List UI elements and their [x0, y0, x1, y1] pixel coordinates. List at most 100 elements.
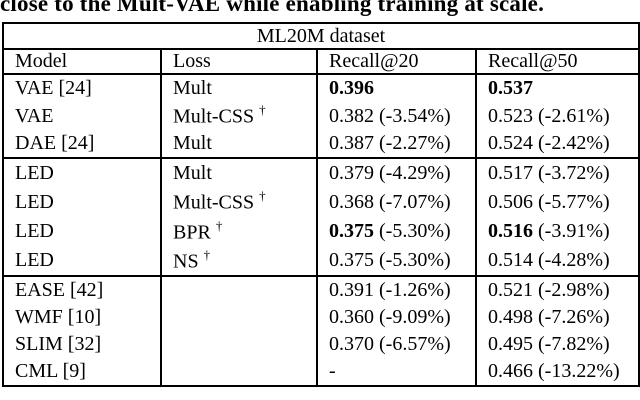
metric-value: 0.517: [488, 161, 533, 184]
table-row: WMF [10] 0.360 (-9.09%) 0.498 (-7.26%): [2, 303, 640, 331]
cell-recall50: 0.498 (-7.26%): [475, 303, 640, 331]
cell-loss: Mult: [160, 74, 318, 102]
metric-delta: (-3.91%): [533, 220, 610, 243]
cell-recall20: -: [316, 358, 477, 387]
metric-delta: (-5.30%): [374, 220, 451, 243]
cell-model: DAE [24]: [2, 130, 162, 159]
loss-label: Mult: [173, 77, 212, 99]
loss-label: NS: [173, 250, 199, 273]
metric-delta: (-4.28%): [533, 249, 610, 272]
dagger-icon: †: [215, 217, 223, 233]
cell-model: VAE: [2, 102, 162, 130]
cell-loss: BPR †: [160, 217, 318, 247]
metric-delta: (-1.26%): [374, 278, 451, 301]
metric-delta: (-2.98%): [533, 278, 610, 301]
metric-delta: (-7.82%): [533, 333, 610, 356]
cell-recall50: 0.537: [475, 74, 640, 102]
cell-loss: [160, 331, 318, 359]
col-header-recall50: Recall@50: [475, 49, 640, 75]
cell-recall50: 0.524 (-2.42%): [475, 130, 640, 159]
results-table: ML20M dataset Model Loss Recall@20 Recal…: [2, 22, 640, 387]
cell-recall20: 0.387 (-2.27%): [316, 130, 477, 159]
metric-value: 0.516: [488, 220, 533, 243]
metric-value: 0.506: [488, 190, 533, 213]
metric-delta: (-6.57%): [374, 333, 451, 356]
metric-value: 0.396: [329, 77, 374, 99]
cell-loss: [160, 358, 318, 387]
metric-delta: (-2.42%): [533, 132, 610, 154]
caption-text: close to the Mult-VAE while enabling tra…: [0, 0, 545, 16]
metric-value: 0.524: [488, 132, 533, 154]
metric-delta: (-3.54%): [374, 104, 451, 127]
metric-value: 0.495: [488, 333, 533, 356]
cell-recall20: 0.370 (-6.57%): [316, 331, 477, 359]
cell-loss: Mult: [160, 130, 318, 159]
cell-model: VAE [24]: [2, 74, 162, 102]
table-row: VAE Mult-CSS † 0.382 (-3.54%) 0.523 (-2.61%): [2, 102, 640, 130]
cell-loss: [160, 303, 318, 331]
table-group-2: LED Mult 0.379 (-4.29%) 0.517 (-3.72%) LED Mu…: [2, 158, 640, 277]
metric-value: 0.514: [488, 249, 533, 272]
cell-model: SLIM [32]: [2, 331, 162, 359]
cell-model: WMF [10]: [2, 303, 162, 331]
dagger-icon: †: [259, 188, 266, 204]
table-title: ML20M dataset: [3, 23, 639, 50]
cell-model: EASE [42]: [2, 276, 162, 304]
metric-value: 0.375: [329, 220, 374, 243]
cell-recall20: 0.379 (-4.29%): [316, 158, 477, 188]
metric-value: 0.391: [329, 278, 374, 301]
metric-delta: (-5.77%): [533, 190, 610, 213]
col-header-model: Model: [2, 49, 162, 75]
metric-value: 0.466: [488, 360, 533, 383]
metric-value: 0.379: [329, 161, 374, 184]
metric-value: 0.537: [488, 77, 533, 99]
table-group-1: VAE [24] Mult 0.396 0.537 VAE Mult-CSS † 0.382 …: [2, 74, 640, 159]
metric-value: 0.387: [329, 132, 374, 154]
metric-value: 0.370: [329, 333, 374, 356]
loss-label: Mult-CSS: [173, 192, 255, 215]
cell-recall50: 0.517 (-3.72%): [475, 158, 640, 188]
metric-value: 0.521: [488, 278, 533, 301]
column-header-row: Model Loss Recall@20 Recall@50: [2, 49, 640, 75]
cell-recall50: 0.516 (-3.91%): [475, 217, 640, 247]
cell-recall20: 0.375 (-5.30%): [316, 217, 477, 247]
metric-value: 0.375: [329, 249, 374, 272]
metric-delta: (-9.09%): [374, 305, 451, 328]
cell-model: LED: [2, 158, 162, 188]
table-row: VAE [24] Mult 0.396 0.537: [2, 74, 640, 102]
dagger-icon: †: [203, 246, 211, 262]
cell-model: LED: [2, 187, 162, 217]
table-head: ML20M dataset Model Loss Recall@20 Recal…: [2, 23, 640, 75]
cell-recall50: 0.514 (-4.28%): [475, 246, 640, 277]
col-header-loss: Loss: [160, 49, 318, 75]
cell-model: LED: [2, 246, 162, 277]
table-row: SLIM [32] 0.370 (-6.57%) 0.495 (-7.82%): [2, 331, 640, 359]
metric-value: 0.360: [329, 305, 374, 328]
loss-label: Mult: [173, 161, 212, 184]
cell-recall50: 0.521 (-2.98%): [475, 276, 640, 304]
cell-model: LED: [2, 217, 162, 247]
cell-loss: Mult-CSS †: [160, 187, 318, 217]
metric-delta: (-5.30%): [374, 249, 451, 272]
cell-recall20: 0.396: [316, 74, 477, 102]
loss-label: BPR: [173, 221, 211, 244]
cell-recall20: 0.382 (-3.54%): [316, 102, 477, 130]
cell-model: CML [9]: [2, 358, 162, 387]
loss-label: Mult: [173, 132, 212, 154]
metric-delta: (-13.22%): [533, 360, 620, 383]
dagger-icon: †: [259, 102, 266, 118]
cell-recall50: 0.523 (-2.61%): [475, 102, 640, 130]
cell-loss: Mult-CSS †: [160, 102, 318, 130]
metric-value: -: [329, 360, 336, 383]
cell-recall20: 0.391 (-1.26%): [316, 276, 477, 304]
metric-delta: (-2.27%): [374, 132, 451, 154]
metric-delta: (-4.29%): [374, 161, 451, 184]
cell-recall20: 0.360 (-9.09%): [316, 303, 477, 331]
metric-delta: (-3.72%): [533, 161, 610, 184]
table-row: LED Mult-CSS † 0.368 (-7.07%) 0.506 (-5.77%): [2, 187, 640, 217]
cell-recall50: 0.506 (-5.77%): [475, 187, 640, 217]
col-header-recall20: Recall@20: [316, 49, 477, 75]
table-row: LED Mult 0.379 (-4.29%) 0.517 (-3.72%): [2, 158, 640, 188]
metric-value: 0.368: [329, 190, 374, 213]
table-row: LED NS † 0.375 (-5.30%) 0.514 (-4.28%): [2, 246, 640, 277]
